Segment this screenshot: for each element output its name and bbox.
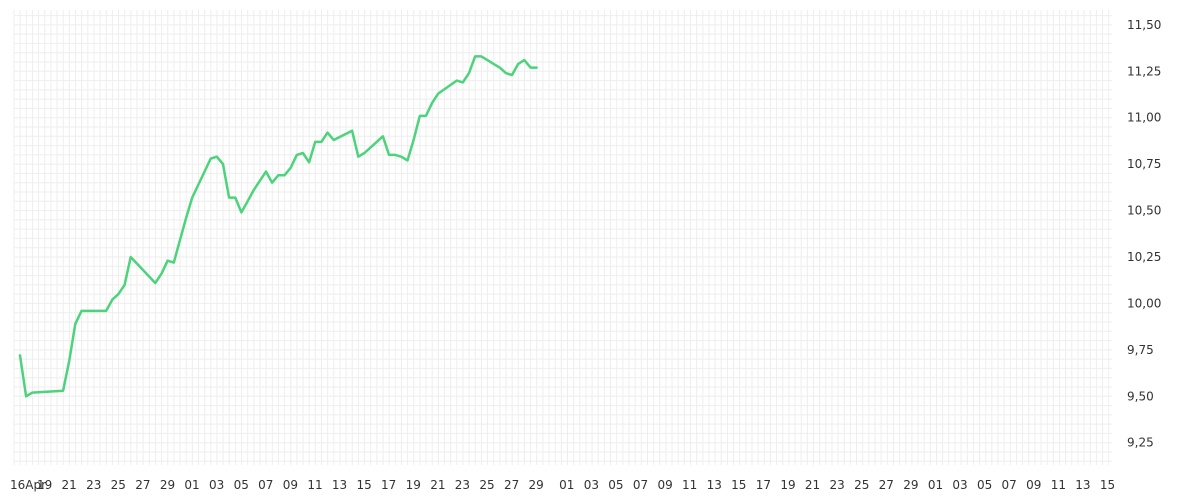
- x-tick-label: 07: [258, 478, 273, 492]
- x-tick-label: 13: [1075, 478, 1090, 492]
- y-axis: 9,25 9,50 9,75 10,00 10,25 10,50 10,75 11,00 11,…: [1127, 18, 1161, 450]
- y-tick-label: 9,75: [1127, 343, 1154, 357]
- y-tick-label: 10,50: [1127, 204, 1161, 218]
- x-tick-label: 21: [805, 478, 820, 492]
- y-tick-label: 11,50: [1127, 18, 1161, 32]
- x-tick-label: 21: [62, 478, 77, 492]
- x-tick-label: 11: [307, 478, 322, 492]
- x-tick-label: 01: [184, 478, 199, 492]
- x-tick-label: 09: [283, 478, 298, 492]
- x-tick-label: 21: [430, 478, 445, 492]
- x-tick-label: 19: [406, 478, 421, 492]
- x-tick-label: 13: [707, 478, 722, 492]
- y-tick-label: 9,50: [1127, 389, 1154, 403]
- x-tick-label: 15: [1100, 478, 1115, 492]
- x-tick-label: 03: [209, 478, 224, 492]
- x-tick-label: 25: [479, 478, 494, 492]
- x-tick-label: 17: [756, 478, 771, 492]
- x-tick-label: 07: [633, 478, 648, 492]
- y-tick-label: 10,25: [1127, 250, 1161, 264]
- x-tick-label: 03: [584, 478, 599, 492]
- x-tick-label: 16Apr: [10, 478, 46, 492]
- x-tick-label: 29: [903, 478, 918, 492]
- x-tick-label: 15: [731, 478, 746, 492]
- x-tick-label: 07: [1002, 478, 1017, 492]
- x-tick-label: 09: [1026, 478, 1041, 492]
- x-tick-label: 23: [455, 478, 470, 492]
- x-tick-label: 03: [952, 478, 967, 492]
- x-tick-label: 19: [37, 478, 52, 492]
- x-tick-label: 05: [608, 478, 623, 492]
- x-tick-label: 11: [682, 478, 697, 492]
- x-tick-label: 25: [854, 478, 869, 492]
- y-tick-label: 10,00: [1127, 296, 1161, 310]
- x-tick-label: 01: [928, 478, 943, 492]
- x-tick-label: 27: [879, 478, 894, 492]
- x-tick-label: 13: [332, 478, 347, 492]
- y-tick-label: 11,00: [1127, 111, 1161, 125]
- x-tick-label: 27: [135, 478, 150, 492]
- x-tick-label: 15: [356, 478, 371, 492]
- y-tick-label: 9,25: [1127, 436, 1154, 450]
- x-tick-label: 09: [657, 478, 672, 492]
- y-tick-label: 11,25: [1127, 64, 1161, 78]
- x-tick-label: 19: [780, 478, 795, 492]
- x-tick-label: 23: [86, 478, 101, 492]
- x-tick-label: 25: [111, 478, 126, 492]
- x-tick-label: 05: [234, 478, 249, 492]
- x-tick-label: 05: [977, 478, 992, 492]
- y-tick-label: 10,75: [1127, 157, 1161, 171]
- grid: [13, 10, 1112, 465]
- x-tick-label: 01: [559, 478, 574, 492]
- series: [18, 55, 538, 398]
- x-tick-label: 23: [829, 478, 844, 492]
- x-tick-label: 17: [381, 478, 396, 492]
- x-tick-label: 29: [160, 478, 175, 492]
- x-tick-label: 11: [1051, 478, 1066, 492]
- x-tick-label: 27: [504, 478, 519, 492]
- series-line: [18, 55, 538, 398]
- x-tick-label: 29: [529, 478, 544, 492]
